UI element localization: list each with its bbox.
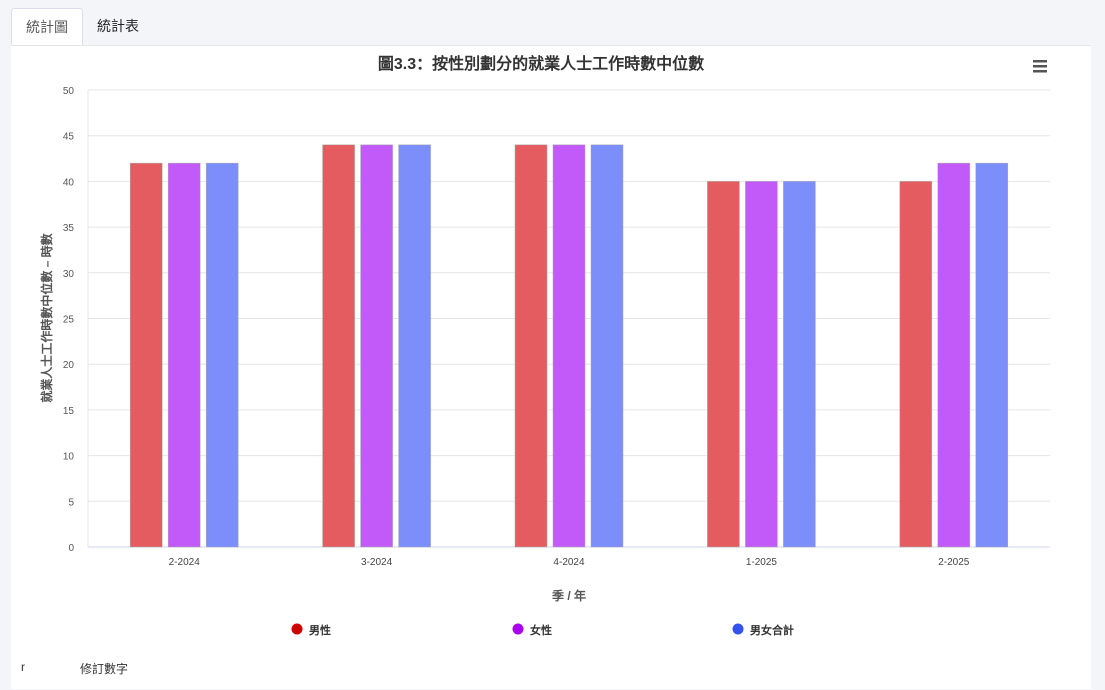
bar-3-2024-2 [398, 144, 431, 548]
y-tick-label: 40 [63, 177, 75, 188]
bar-2-2025-2 [975, 162, 1009, 548]
legend-label: 男性 [309, 623, 331, 637]
bar-1-2025-1 [745, 181, 778, 548]
x-tick-label: 2-2024 [169, 557, 201, 568]
bar-1-2025-2 [783, 181, 816, 548]
bar-1-2025-0 [707, 181, 740, 548]
y-axis-title: 就業人士工作時數中位數 – 時數 [39, 233, 54, 402]
bar-2-2025-0 [899, 181, 933, 548]
footnote-symbol: r [21, 660, 25, 674]
bar-2-2024-1 [167, 162, 201, 548]
y-tick-label: 5 [68, 497, 74, 508]
hamburger-menu-icon[interactable] [1033, 60, 1047, 73]
bar-2-2025-1 [937, 162, 971, 548]
legend-marker [291, 623, 303, 635]
bar-2-2024-2 [205, 162, 239, 548]
y-tick-label: 25 [63, 315, 75, 326]
y-tick-label: 30 [63, 269, 75, 280]
x-tick-label: 3-2024 [361, 557, 393, 568]
y-tick-label: 45 [63, 132, 75, 143]
x-tick-label: 4-2024 [553, 557, 585, 568]
legend-marker [512, 623, 524, 635]
x-tick-label: 1-2025 [746, 557, 778, 568]
x-axis-title: 季 / 年 [551, 588, 586, 603]
tab-bar: 統計圖 統計表 [11, 8, 153, 46]
bar-3-2024-0 [322, 144, 355, 548]
y-tick-label: 0 [68, 543, 74, 554]
y-tick-label: 50 [63, 86, 75, 97]
bar-3-2024-1 [360, 144, 393, 548]
legend-label: 男女合計 [750, 623, 794, 637]
y-tick-label: 10 [63, 452, 75, 463]
bar-4-2024-1 [552, 144, 586, 548]
legend-marker [732, 623, 744, 635]
y-tick-label: 35 [63, 223, 75, 234]
chart-title: 圖3.3：按性別劃分的就業人士工作時數中位數 [378, 54, 704, 73]
x-tick-label: 2-2025 [938, 557, 970, 568]
tab-table[interactable]: 統計表 [97, 18, 139, 34]
tab-chart[interactable]: 統計圖 [11, 8, 83, 46]
bar-2-2024-0 [129, 162, 163, 548]
y-tick-label: 15 [63, 406, 75, 417]
legend-label: 女性 [530, 623, 552, 637]
bar-4-2024-2 [590, 144, 624, 548]
y-tick-label: 20 [63, 360, 75, 371]
bar-4-2024-0 [514, 144, 548, 548]
footnote-text: 修訂數字 [80, 662, 129, 676]
